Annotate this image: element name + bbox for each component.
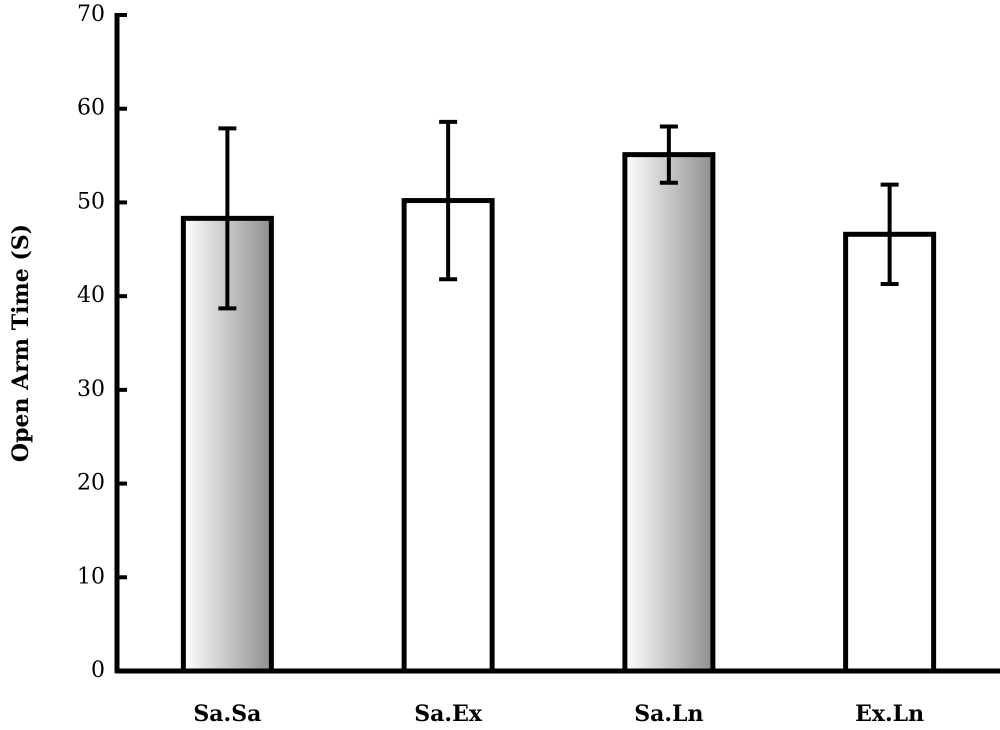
bar (843, 231, 937, 674)
y-tick-label: 40 (77, 283, 105, 308)
x-tick-label: Ex.Ln (855, 701, 924, 727)
bar (401, 198, 495, 674)
y-tick-label: 70 (77, 2, 105, 27)
error-bar (880, 182, 899, 286)
error-bar (659, 124, 678, 185)
x-tick-label: Sa.Sa (193, 701, 261, 727)
x-tick-label: Sa.Ln (634, 701, 703, 727)
y-tick-label: 10 (77, 564, 105, 589)
y-axis-label: Open Arm Time (S) (8, 224, 34, 462)
y-tick-label: 30 (77, 377, 105, 402)
bar (622, 152, 716, 674)
y-tick-label: 50 (77, 189, 105, 214)
error-bar (218, 126, 237, 311)
y-tick-label: 60 (77, 96, 105, 121)
y-tick-label: 20 (77, 471, 105, 496)
error-bar (439, 119, 458, 282)
x-tick-label: Sa.Ex (414, 701, 483, 727)
y-tick-label: 0 (91, 658, 105, 683)
